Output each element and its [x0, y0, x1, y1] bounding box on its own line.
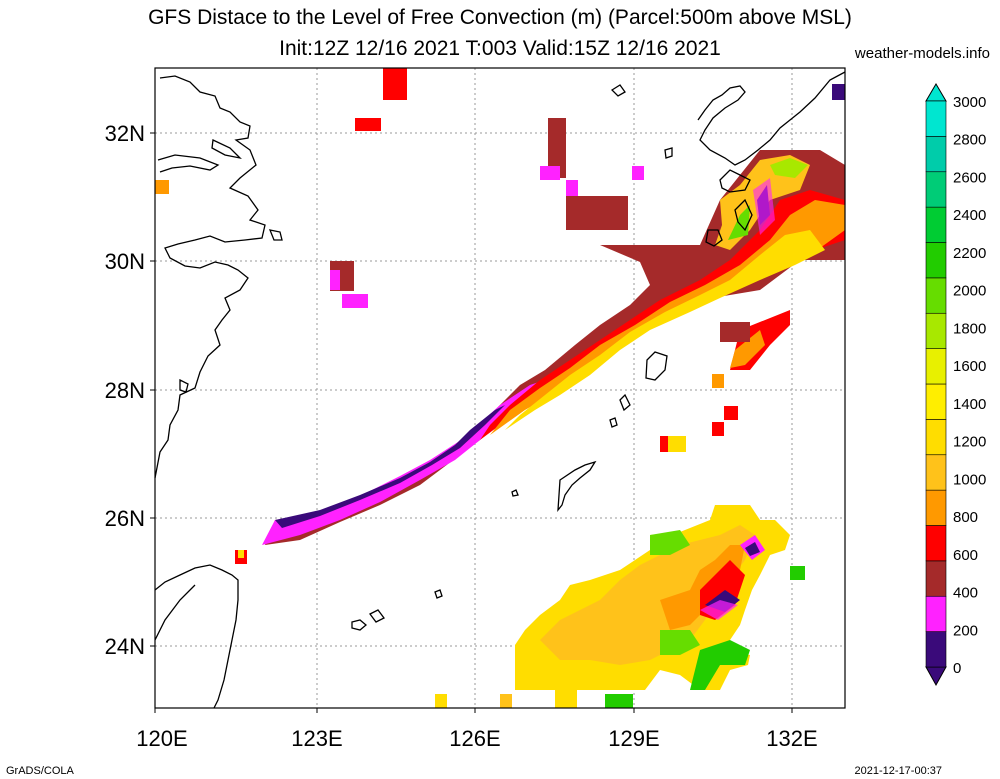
lat-tick-label: 26N [105, 506, 145, 531]
colorbar-label: 1600 [953, 358, 986, 375]
map-frame [154, 67, 846, 709]
colorbar-label: 2600 [953, 169, 986, 186]
colorbar-label: 800 [953, 509, 978, 526]
colorbar-swatch [925, 595, 947, 632]
colorbar-swatch [925, 383, 947, 420]
colorbar-label: 200 [953, 622, 978, 639]
colorbar-swatch [925, 489, 947, 526]
colorbar-swatch [925, 419, 947, 456]
colorbar-swatch [925, 348, 947, 385]
lfc-shading [155, 68, 845, 708]
lon-tick-label: 126E [449, 726, 500, 751]
lon-tick-label: 120E [136, 726, 187, 751]
colorbar-label: 3000 [953, 94, 986, 111]
colorbar-swatch [925, 136, 947, 173]
source-label: weather-models.info [854, 45, 990, 62]
colorbar-label: 1800 [953, 320, 986, 337]
colorbar-label: 2400 [953, 207, 986, 224]
colorbar-swatch [925, 454, 947, 491]
colorbar-swatch [925, 631, 947, 668]
colorbar-swatch [925, 242, 947, 279]
colorbar-swatch [925, 100, 947, 137]
colorbar-swatch [925, 171, 947, 208]
colorbar-label: 2800 [953, 132, 986, 149]
colorbar-swatch [925, 206, 947, 243]
colorbar-swatch [925, 312, 947, 349]
coastlines [154, 71, 846, 709]
colorbar-label: 600 [953, 547, 978, 564]
lat-tick-label: 24N [105, 634, 145, 659]
colorbar-label: 2200 [953, 245, 986, 262]
lon-tick-label: 132E [766, 726, 817, 751]
lon-tick-label: 123E [291, 726, 342, 751]
colorbar-swatch [925, 560, 947, 597]
colorbar-swatch [925, 277, 947, 314]
footer-timestamp: 2021-12-17-00:37 [854, 765, 942, 777]
colorbar-swatch [925, 525, 947, 562]
axis-ticks [150, 132, 793, 713]
colorbar-bottom-arrow [925, 666, 947, 687]
lat-tick-label: 28N [105, 378, 145, 403]
colorbar: 0 200 400 600 800 1000 1200 1400 1600 1800 2000 220… [925, 83, 986, 687]
lon-tick-label: 129E [608, 726, 659, 751]
map-title-line2: Init:12Z 12/16 2021 T:003 Valid:15Z 12/1… [279, 37, 721, 60]
colorbar-label: 1400 [953, 396, 986, 413]
colorbar-label: 1200 [953, 434, 986, 451]
lat-tick-label: 32N [105, 121, 145, 146]
colorbar-top-arrow [925, 83, 947, 102]
colorbar-label: 400 [953, 585, 978, 602]
colorbar-label: 1000 [953, 471, 986, 488]
footer-software: GrADS/COLA [6, 765, 74, 777]
lat-tick-label: 30N [105, 249, 145, 274]
colorbar-label: 2000 [953, 283, 986, 300]
map-title-line1: GFS Distace to the Level of Free Convect… [148, 6, 852, 29]
colorbar-label: 0 [953, 660, 961, 677]
